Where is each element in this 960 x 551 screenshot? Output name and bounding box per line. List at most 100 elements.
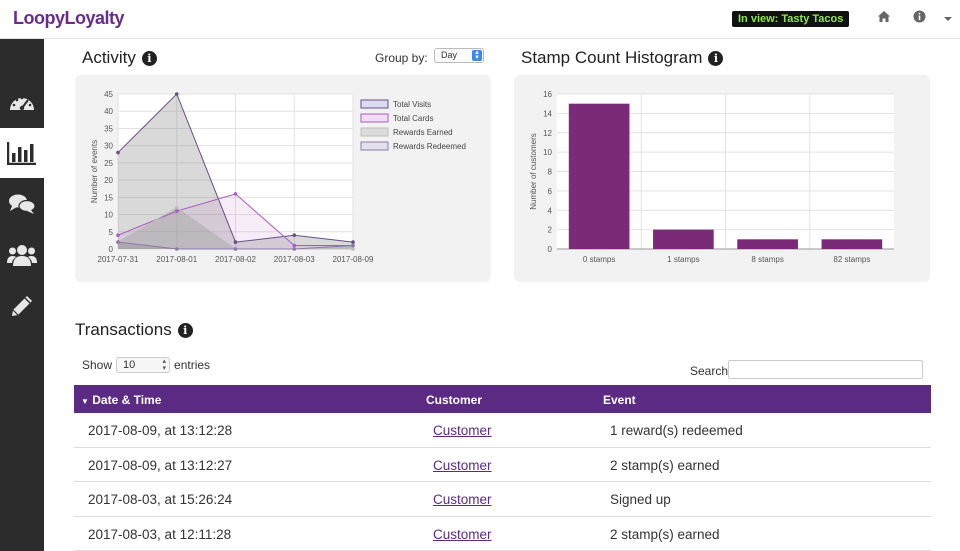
home-icon[interactable] <box>876 10 892 26</box>
x-tick-label: 2017-07-31 <box>98 255 139 264</box>
table-row: 2017-08-09, at 13:12:27 Customer 2 stamp(s… <box>74 448 931 482</box>
data-point <box>174 247 179 251</box>
y-tick-label: 25 <box>104 159 113 168</box>
sidebar-item-customers[interactable] <box>0 230 44 280</box>
group-by-select[interactable]: Day ▴ ▾ <box>434 48 484 63</box>
group-by-label: Group by: <box>375 51 428 65</box>
table-header: ▼ Date & Time Customer Event <box>74 385 931 413</box>
cell-event: Signed up <box>610 492 671 507</box>
y-tick-label: 6 <box>548 187 553 196</box>
series-area-2 <box>118 207 353 249</box>
x-tick-label: 2017-08-09 <box>333 255 374 264</box>
sidebar <box>0 39 44 551</box>
table-row: 2017-08-03, at 12:11:28 Customer 2 stamp(s… <box>74 517 931 551</box>
bar <box>821 239 883 249</box>
y-tick-label: 12 <box>543 129 552 138</box>
sidebar-item-dashboard[interactable] <box>0 77 44 127</box>
speedometer-icon <box>10 96 34 111</box>
y-tick-label: 30 <box>104 142 113 151</box>
data-point <box>233 240 238 244</box>
bar <box>568 103 630 249</box>
data-point <box>233 192 238 196</box>
table-row: 2017-08-03, at 15:26:24 Customer Signed up <box>74 482 931 517</box>
y-tick-label: 35 <box>104 124 113 133</box>
pencil-icon <box>12 296 32 316</box>
customer-link[interactable]: Customer <box>433 423 492 438</box>
users-icon <box>7 245 37 266</box>
x-tick-label: 82 stamps <box>833 255 870 264</box>
x-tick-label: 2017-08-01 <box>156 255 197 264</box>
column-customer[interactable]: Customer <box>426 393 483 407</box>
entries-select[interactable]: 10 ▴ ▾ <box>116 357 171 373</box>
data-point <box>174 205 179 210</box>
caret-down-icon[interactable] <box>940 10 956 26</box>
legend-swatch <box>360 113 389 123</box>
customer-link[interactable]: Customer <box>433 492 492 507</box>
cell-event: 2 stamp(s) earned <box>610 526 720 542</box>
sidebar-item-edit[interactable] <box>0 281 44 331</box>
y-tick-label: 16 <box>543 90 552 99</box>
activity-title: Activity i <box>82 48 157 68</box>
transactions-info-icon[interactable]: i <box>177 322 193 338</box>
y-tick-label: 2 <box>548 226 553 235</box>
customer-link[interactable]: Customer <box>433 526 492 542</box>
bar-chart-icon <box>7 142 36 165</box>
histogram-chart: 0 2 4 6 8 10 12 14 16 Number of customers 0 stamps… <box>529 90 894 264</box>
cell-event: 2 stamp(s) earned <box>610 457 720 473</box>
y-tick-label: 15 <box>104 193 113 202</box>
y-tick-label: 40 <box>104 107 113 116</box>
activity-chart-card: 0 5 10 15 20 25 30 35 40 45 2017-07-31 2017-08-01 20… <box>75 75 491 282</box>
data-point <box>233 247 238 251</box>
y-tick-label: 20 <box>104 176 113 185</box>
bar <box>653 229 714 249</box>
cell-event: 1 reward(s) redeemed <box>610 423 743 438</box>
legend-label: Rewards Earned <box>393 128 453 137</box>
search-label: Search: <box>690 364 732 378</box>
histogram-title: Stamp Count Histogram i <box>521 48 724 68</box>
legend-label: Rewards Redeemed <box>393 142 466 151</box>
data-point <box>292 233 297 238</box>
data-point <box>351 240 355 244</box>
entries-length-control: Show 10 ▴ ▾ entries <box>82 357 211 373</box>
activity-chart: 0 5 10 15 20 25 30 35 40 45 2017-07-31 2017-08-01 20… <box>90 90 466 264</box>
column-date-time[interactable]: ▼ Date & Time <box>81 393 162 407</box>
histogram-info-icon[interactable]: i <box>708 50 724 66</box>
x-tick-label: 2017-08-03 <box>274 255 315 264</box>
data-point <box>116 233 120 238</box>
y-axis-label: Number of events <box>90 140 99 203</box>
series-area-1 <box>118 193 353 249</box>
y-tick-label: 4 <box>548 206 553 215</box>
legend-label: Total Visits <box>393 100 431 109</box>
y-tick-label: 14 <box>543 109 552 118</box>
y-tick-label: 5 <box>109 228 114 237</box>
column-event[interactable]: Event <box>603 393 636 407</box>
sidebar-item-analytics[interactable] <box>0 128 44 178</box>
data-point <box>351 243 355 248</box>
x-tick-label: 2017-08-02 <box>215 255 256 264</box>
select-arrows-icon: ▴ ▾ <box>472 49 482 61</box>
histogram-chart-card: 0 2 4 6 8 10 12 14 16 Number of customers 0 stamps… <box>514 75 930 282</box>
data-point <box>116 240 120 244</box>
info-icon[interactable] <box>911 10 927 26</box>
table-row: 2017-08-09, at 13:12:28 Customer 1 reward(… <box>74 413 931 448</box>
data-point <box>174 92 179 96</box>
activity-info-icon[interactable]: i <box>141 50 157 66</box>
legend-label: Total Cards <box>393 114 433 123</box>
cell-date: 2017-08-03, at 12:11:28 <box>88 526 232 542</box>
y-tick-label: 10 <box>543 148 552 157</box>
transactions-title: Transactions i <box>75 320 193 340</box>
customer-link[interactable]: Customer <box>433 457 492 473</box>
cell-date: 2017-08-03, at 15:26:24 <box>88 492 233 507</box>
x-tick-label: 1 stamps <box>667 255 699 264</box>
select-arrows-icon: ▴ ▾ <box>162 358 167 372</box>
sidebar-item-messages[interactable] <box>0 179 44 229</box>
app-logo[interactable]: LoopyLoyalty <box>13 8 125 28</box>
y-tick-label: 10 <box>104 211 113 220</box>
search-input[interactable] <box>728 360 923 379</box>
legend-swatch <box>360 127 389 137</box>
cell-date: 2017-08-09, at 13:12:27 <box>88 457 233 473</box>
transactions-table: ▼ Date & Time Customer Event 2017-08-09,… <box>74 385 931 551</box>
legend-swatch <box>360 141 389 151</box>
data-point <box>292 247 297 251</box>
data-point <box>351 247 355 251</box>
